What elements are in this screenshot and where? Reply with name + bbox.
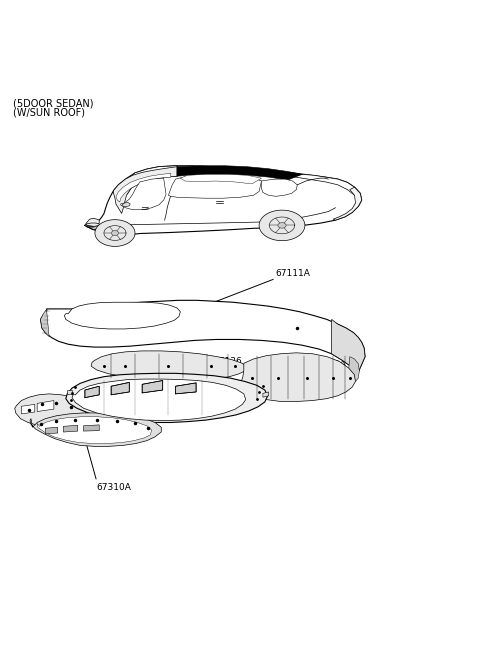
Polygon shape — [37, 401, 54, 411]
Polygon shape — [125, 166, 177, 194]
Polygon shape — [72, 379, 246, 420]
Polygon shape — [180, 174, 262, 184]
Polygon shape — [120, 178, 166, 210]
Polygon shape — [95, 220, 135, 247]
Polygon shape — [333, 187, 362, 220]
Polygon shape — [84, 425, 99, 431]
Text: 67310A: 67310A — [97, 483, 132, 492]
Polygon shape — [176, 383, 196, 394]
Polygon shape — [85, 218, 99, 227]
Polygon shape — [66, 373, 268, 422]
Text: 67111A: 67111A — [276, 270, 311, 278]
Polygon shape — [142, 380, 163, 393]
Polygon shape — [116, 173, 171, 202]
Polygon shape — [293, 174, 360, 195]
Polygon shape — [67, 390, 72, 394]
Polygon shape — [263, 392, 269, 397]
Polygon shape — [111, 231, 119, 236]
Polygon shape — [262, 179, 297, 196]
Polygon shape — [37, 417, 152, 443]
Polygon shape — [40, 300, 365, 372]
Polygon shape — [63, 425, 78, 432]
Polygon shape — [349, 357, 360, 381]
Polygon shape — [85, 386, 99, 398]
Polygon shape — [86, 223, 99, 226]
Polygon shape — [122, 203, 130, 207]
Polygon shape — [241, 353, 356, 401]
Polygon shape — [168, 175, 262, 198]
Polygon shape — [30, 413, 161, 446]
Text: (5DOOR SEDAN): (5DOOR SEDAN) — [13, 99, 94, 109]
Text: 67136: 67136 — [214, 357, 242, 366]
Polygon shape — [22, 404, 35, 414]
Polygon shape — [332, 319, 365, 372]
Polygon shape — [15, 394, 86, 427]
Text: (W/SUN ROOF): (W/SUN ROOF) — [13, 108, 85, 117]
Polygon shape — [64, 302, 180, 329]
Polygon shape — [45, 427, 58, 434]
Polygon shape — [278, 222, 286, 228]
Text: 67130A: 67130A — [312, 359, 347, 369]
Polygon shape — [177, 166, 302, 180]
Polygon shape — [40, 309, 49, 337]
Polygon shape — [111, 382, 129, 395]
Polygon shape — [259, 210, 305, 241]
Polygon shape — [91, 351, 247, 380]
Polygon shape — [114, 167, 177, 213]
Text: 67115: 67115 — [114, 377, 142, 386]
